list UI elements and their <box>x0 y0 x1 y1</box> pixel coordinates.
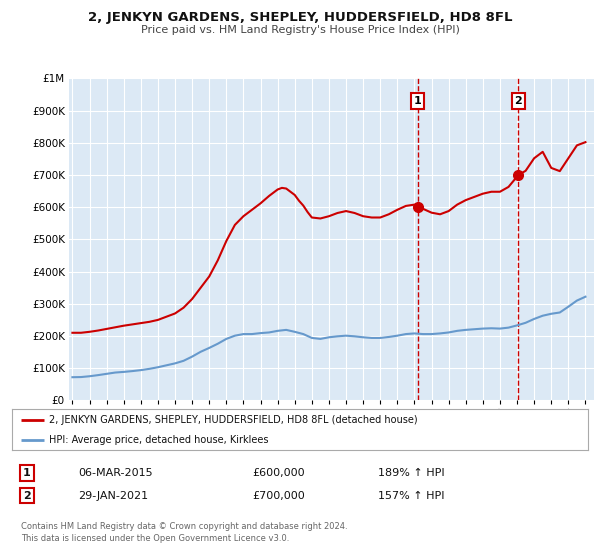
Text: £700,000: £700,000 <box>252 491 305 501</box>
Text: 157% ↑ HPI: 157% ↑ HPI <box>378 491 445 501</box>
Text: HPI: Average price, detached house, Kirklees: HPI: Average price, detached house, Kirk… <box>49 436 269 445</box>
Text: 2: 2 <box>23 491 31 501</box>
Text: 1: 1 <box>413 96 421 106</box>
Text: 29-JAN-2021: 29-JAN-2021 <box>78 491 148 501</box>
Text: 189% ↑ HPI: 189% ↑ HPI <box>378 468 445 478</box>
Text: 1: 1 <box>23 468 31 478</box>
Text: Contains HM Land Registry data © Crown copyright and database right 2024.
This d: Contains HM Land Registry data © Crown c… <box>21 522 347 543</box>
Text: 2, JENKYN GARDENS, SHEPLEY, HUDDERSFIELD, HD8 8FL: 2, JENKYN GARDENS, SHEPLEY, HUDDERSFIELD… <box>88 11 512 24</box>
Text: 2: 2 <box>515 96 522 106</box>
Text: Price paid vs. HM Land Registry's House Price Index (HPI): Price paid vs. HM Land Registry's House … <box>140 25 460 35</box>
Text: 06-MAR-2015: 06-MAR-2015 <box>78 468 152 478</box>
Text: 2, JENKYN GARDENS, SHEPLEY, HUDDERSFIELD, HD8 8FL (detached house): 2, JENKYN GARDENS, SHEPLEY, HUDDERSFIELD… <box>49 416 418 425</box>
Text: £600,000: £600,000 <box>252 468 305 478</box>
